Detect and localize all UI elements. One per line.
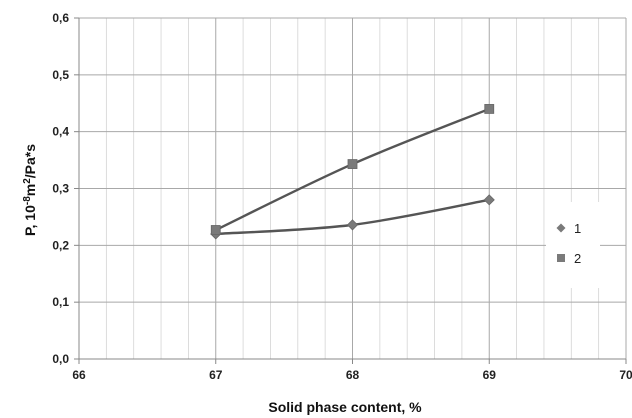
y-axis-label-exponent: -8 bbox=[22, 196, 33, 205]
series-2 bbox=[210, 104, 495, 235]
legend-label-1: 1 bbox=[574, 221, 581, 236]
legend-marker-2 bbox=[557, 254, 565, 262]
x-tick-label: 67 bbox=[209, 368, 223, 382]
legend-label-2: 2 bbox=[574, 251, 581, 266]
y-axis-label-prefix: P, 10 bbox=[22, 205, 38, 236]
x-tick-label: 66 bbox=[72, 368, 86, 382]
y-tick-label: 0,6 bbox=[52, 11, 69, 25]
series-1-point bbox=[483, 194, 495, 206]
y-tick-label: 0,0 bbox=[52, 352, 69, 366]
y-tick-label: 0,4 bbox=[52, 125, 69, 139]
axes bbox=[74, 17, 627, 364]
x-tick-label: 69 bbox=[483, 368, 497, 382]
x-axis-label: Solid phase content, % bbox=[268, 399, 422, 415]
y-axis-label-square: 2 bbox=[22, 178, 33, 184]
legend: 12 bbox=[546, 202, 600, 288]
legend-marker-1 bbox=[556, 223, 566, 233]
y-axis-label-suffix: /Pa*s bbox=[22, 144, 38, 178]
series-2-point bbox=[484, 104, 495, 114]
series-1-point bbox=[346, 219, 359, 231]
x-tick-label: 68 bbox=[346, 368, 360, 382]
y-axis-label: P, 10-8m2/Pa*s bbox=[22, 144, 38, 236]
series-2-point bbox=[210, 225, 221, 235]
grid bbox=[78, 17, 627, 360]
x-tick-label: 70 bbox=[619, 368, 632, 382]
y-tick-label: 0,5 bbox=[52, 68, 69, 82]
y-tick-label: 0,3 bbox=[52, 182, 69, 196]
tick-labels: 66 67 68 69 70 0,0 0,1 0,2 0,3 0,4 0,5 0,6 bbox=[52, 11, 632, 382]
y-tick-label: 0,1 bbox=[52, 295, 69, 309]
series-2-point bbox=[347, 159, 358, 169]
series-group bbox=[210, 104, 495, 240]
y-axis-label-unit: m bbox=[22, 184, 38, 196]
y-tick-label: 0,2 bbox=[52, 238, 69, 252]
legend-box bbox=[546, 202, 600, 288]
